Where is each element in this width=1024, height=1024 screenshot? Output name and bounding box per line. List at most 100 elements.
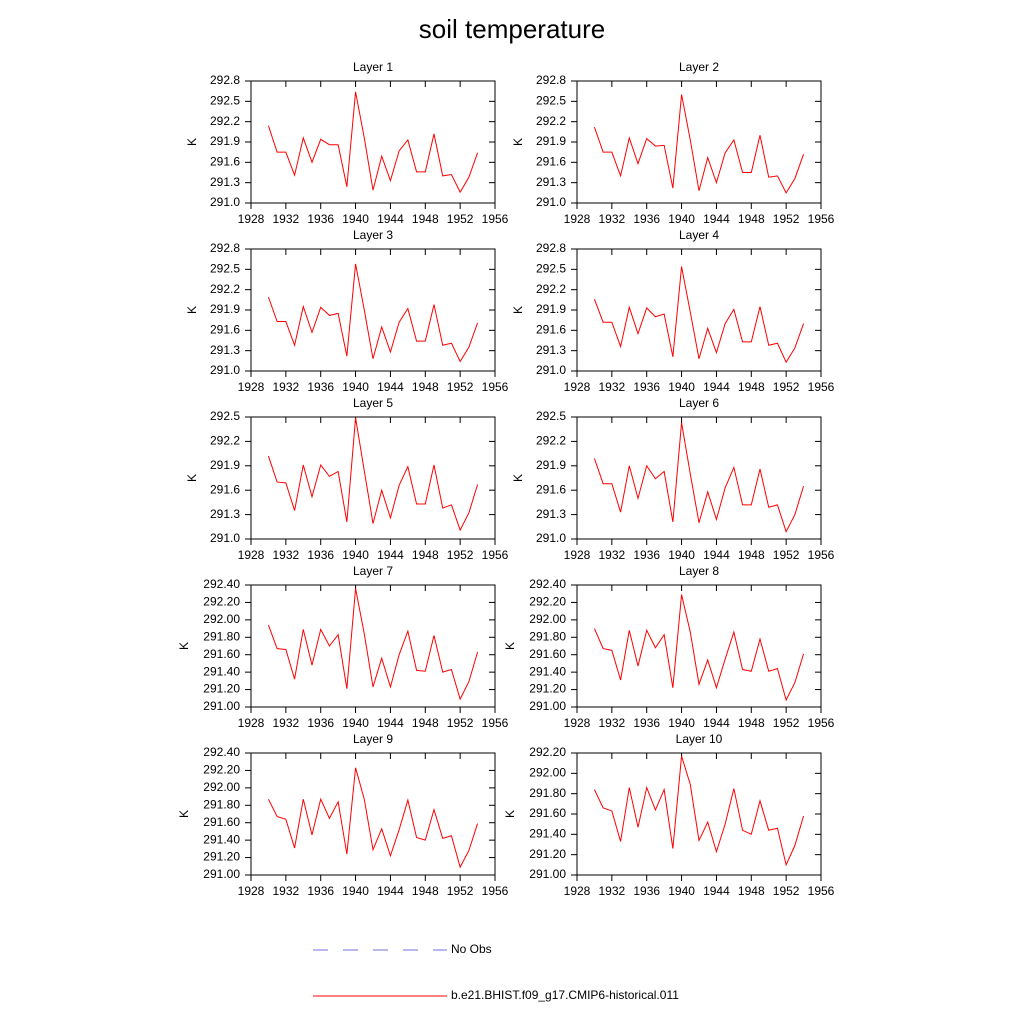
- x-tick-label: 1928: [564, 380, 591, 394]
- y-tick-label: 291.00: [203, 699, 240, 713]
- x-tick-label: 1948: [738, 212, 765, 226]
- data-line: [593, 266, 805, 364]
- y-tick-label: 291.80: [529, 786, 566, 800]
- y-axis-label: K: [503, 810, 517, 818]
- y-tick-label: 292.8: [536, 241, 566, 255]
- y-tick-label: 292.40: [203, 577, 240, 591]
- x-tick-label: 1948: [412, 884, 439, 898]
- x-tick-label: 1952: [773, 716, 800, 730]
- y-tick-label: 291.80: [529, 629, 566, 643]
- y-tick-label: 291.20: [529, 682, 566, 696]
- y-tick-label: 292.40: [529, 577, 566, 591]
- plot-frame: [250, 248, 496, 372]
- panel-title: Layer 6: [679, 396, 719, 410]
- plot-frame: [576, 416, 822, 540]
- x-tick-label: 1940: [342, 716, 369, 730]
- y-tick-label: 291.0: [536, 195, 566, 209]
- x-tick-label: 1936: [307, 716, 334, 730]
- y-axis-label: K: [511, 138, 525, 146]
- data-line: [593, 422, 805, 533]
- x-tick-label: 1936: [307, 884, 334, 898]
- x-tick-label: 1940: [668, 884, 695, 898]
- y-tick-label: 291.9: [536, 458, 566, 472]
- x-tick-label: 1952: [773, 548, 800, 562]
- y-axis-label: K: [185, 138, 199, 146]
- x-tick-label: 1956: [808, 884, 835, 898]
- x-tick-label: 1948: [738, 884, 765, 898]
- x-tick-label: 1928: [238, 212, 265, 226]
- x-tick-label: 1928: [564, 548, 591, 562]
- plot-frame: [576, 248, 822, 372]
- x-tick-label: 1948: [738, 548, 765, 562]
- data-line: [267, 91, 479, 194]
- y-tick-label: 292.20: [203, 763, 240, 777]
- y-tick-label: 291.3: [210, 507, 240, 521]
- x-tick-label: 1940: [342, 884, 369, 898]
- y-tick-label: 291.6: [536, 323, 566, 337]
- x-tick-label: 1952: [773, 884, 800, 898]
- x-tick-label: 1956: [808, 380, 835, 394]
- data-line: [267, 417, 479, 532]
- x-tick-label: 1952: [447, 716, 474, 730]
- y-tick-label: 292.5: [210, 94, 240, 108]
- x-tick-label: 1944: [703, 548, 730, 562]
- y-tick-label: 292.2: [210, 434, 240, 448]
- x-tick-label: 1956: [482, 884, 509, 898]
- panel-title: Layer 8: [679, 564, 719, 578]
- panel-title: Layer 10: [676, 732, 723, 746]
- x-tick-label: 1948: [738, 716, 765, 730]
- y-tick-label: 291.20: [529, 847, 566, 861]
- y-tick-label: 292.2: [536, 282, 566, 296]
- y-tick-label: 292.00: [203, 780, 240, 794]
- y-tick-label: 292.2: [536, 434, 566, 448]
- x-tick-label: 1944: [377, 884, 404, 898]
- x-tick-label: 1944: [377, 212, 404, 226]
- x-tick-label: 1932: [273, 548, 300, 562]
- data-line: [593, 94, 805, 194]
- y-tick-label: 291.6: [536, 482, 566, 496]
- y-axis-label: K: [511, 474, 525, 482]
- y-tick-label: 292.5: [536, 409, 566, 423]
- x-tick-label: 1928: [238, 380, 265, 394]
- y-tick-label: 291.80: [203, 797, 240, 811]
- y-tick-label: 292.5: [210, 262, 240, 276]
- data-line: [267, 767, 479, 869]
- x-tick-label: 1940: [342, 548, 369, 562]
- y-tick-label: 291.60: [529, 806, 566, 820]
- y-tick-label: 291.00: [203, 867, 240, 881]
- y-tick-label: 292.8: [536, 73, 566, 87]
- x-tick-label: 1944: [377, 380, 404, 394]
- plot-frame: [250, 752, 496, 876]
- panel-title: Layer 3: [353, 228, 393, 242]
- x-tick-label: 1956: [482, 212, 509, 226]
- x-tick-label: 1940: [342, 212, 369, 226]
- y-tick-label: 291.0: [210, 195, 240, 209]
- x-tick-label: 1956: [482, 548, 509, 562]
- y-tick-label: 292.00: [529, 612, 566, 626]
- x-tick-label: 1944: [703, 884, 730, 898]
- x-tick-label: 1936: [307, 380, 334, 394]
- y-tick-label: 291.20: [203, 850, 240, 864]
- x-tick-label: 1948: [412, 380, 439, 394]
- x-tick-label: 1936: [307, 548, 334, 562]
- x-tick-label: 1932: [599, 212, 626, 226]
- y-tick-label: 291.9: [536, 302, 566, 316]
- data-line: [593, 594, 805, 702]
- panel-title: Layer 7: [353, 564, 393, 578]
- x-tick-label: 1932: [599, 884, 626, 898]
- panel-title: Layer 9: [353, 732, 393, 746]
- x-tick-label: 1928: [238, 884, 265, 898]
- y-tick-label: 292.00: [529, 766, 566, 780]
- x-tick-label: 1956: [808, 212, 835, 226]
- x-tick-label: 1940: [668, 380, 695, 394]
- x-tick-label: 1952: [773, 380, 800, 394]
- y-tick-label: 292.2: [536, 114, 566, 128]
- panel-title: Layer 1: [353, 60, 393, 74]
- panel-title: Layer 5: [353, 396, 393, 410]
- x-tick-label: 1952: [447, 380, 474, 394]
- x-tick-label: 1948: [412, 212, 439, 226]
- y-tick-label: 291.3: [210, 175, 240, 189]
- x-tick-label: 1940: [668, 716, 695, 730]
- y-tick-label: 291.0: [536, 363, 566, 377]
- x-tick-label: 1932: [273, 884, 300, 898]
